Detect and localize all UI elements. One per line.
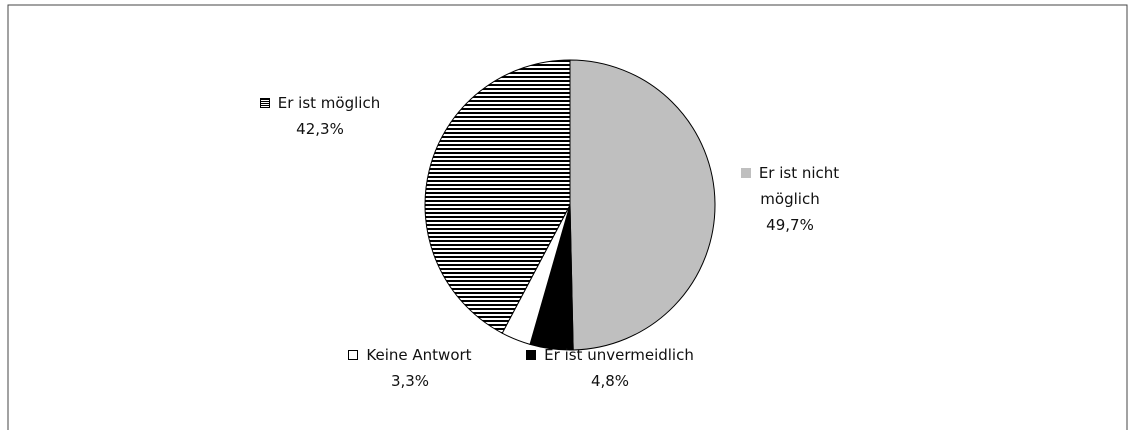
legend-marker <box>259 98 270 108</box>
legend-marker <box>526 350 537 360</box>
value-label: 4,8% <box>590 372 630 390</box>
legend-marker <box>740 168 751 178</box>
frame <box>7 4 1128 430</box>
data-label: Keine Antwort 3,3% <box>345 342 475 394</box>
category-label: Er ist möglich <box>277 94 381 112</box>
category-label: Er ist nicht möglich <box>758 164 840 208</box>
data-label: Er ist nicht möglich 49,7% <box>730 160 850 238</box>
value-label: 42,3% <box>296 120 344 138</box>
value-label: 3,3% <box>390 372 430 390</box>
legend-marker <box>348 350 359 360</box>
pie-slice <box>569 59 716 351</box>
data-label: Er ist unvermeidlich 4,8% <box>525 342 695 394</box>
category-label: Keine Antwort <box>366 346 472 364</box>
data-label: Er ist möglich 42,3% <box>240 90 400 142</box>
value-label: 49,7% <box>766 216 814 234</box>
category-label: Er ist unvermeidlich <box>544 346 694 364</box>
pie-slice <box>424 59 571 334</box>
